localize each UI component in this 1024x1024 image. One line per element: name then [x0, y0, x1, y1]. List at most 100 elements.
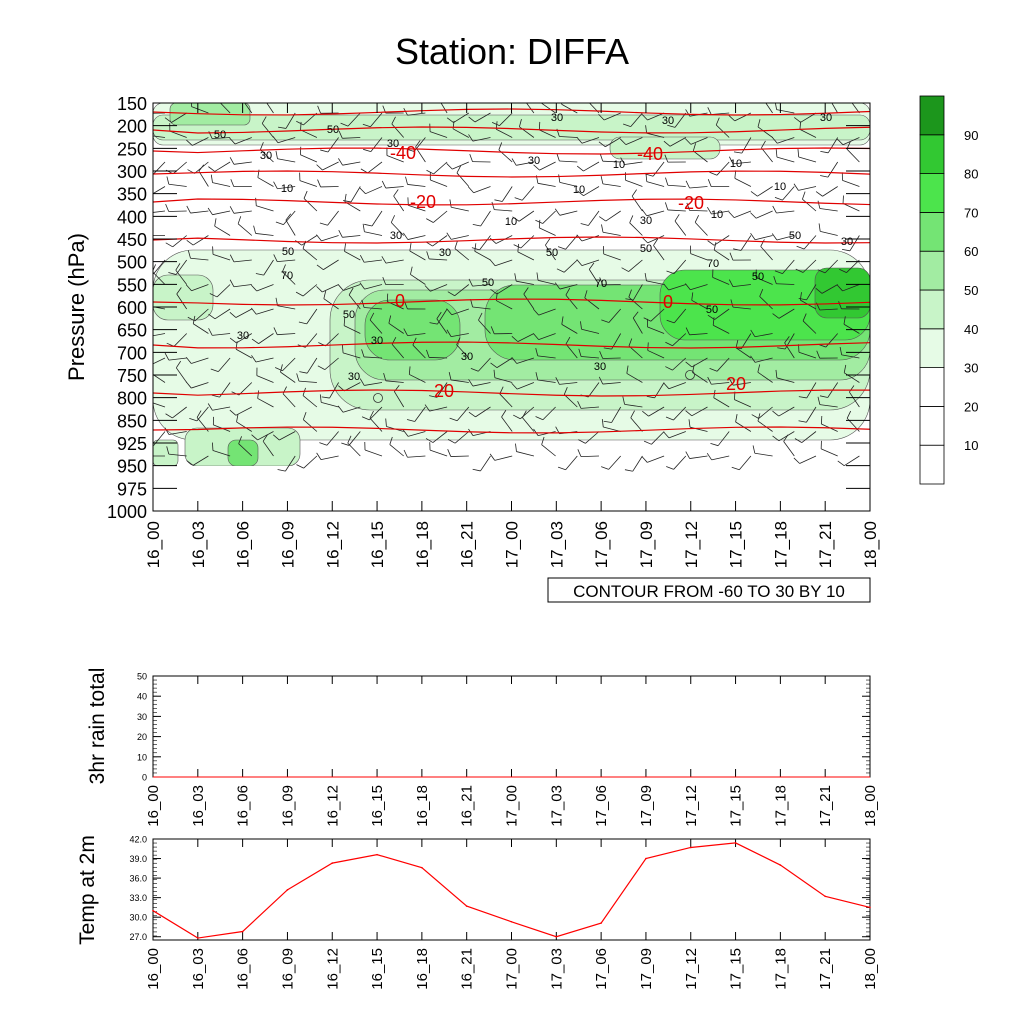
temperature-contour-line [153, 126, 870, 134]
wind-barb [344, 251, 361, 261]
wind-barb-flag [819, 395, 828, 398]
wind-barb [523, 293, 535, 310]
footnote-box [547, 577, 871, 603]
wind-barb-flag [775, 149, 778, 158]
wind-barb-flag [799, 121, 802, 130]
wind-barb-flag [794, 117, 801, 123]
wind-barb-flag [751, 414, 759, 419]
wind-barb-flag [664, 154, 669, 163]
wind-barb-flag [715, 117, 720, 126]
wind-barb [235, 406, 252, 416]
wind-barb [391, 343, 405, 359]
wind-barb [456, 344, 470, 359]
x-tick-label: 16_12 [324, 785, 341, 827]
time-tick-label: 16_18 [413, 521, 432, 568]
wind-barb-flag [535, 416, 544, 421]
wind-barb [456, 172, 470, 187]
wind-barb-flag [647, 342, 649, 351]
wind-barb-flag [251, 355, 257, 363]
rain-axes: 0 10 20 30 40 50 16_00 16_03 16_06 16_09 16_12 16_1… [137, 672, 879, 827]
humidity-contour-label: 30 [820, 112, 832, 124]
wind-barb-flag [624, 469, 633, 472]
wind-barb [494, 455, 513, 461]
wind-barb-flag [685, 410, 693, 417]
wind-barb [581, 259, 600, 267]
wind-barb [153, 402, 166, 408]
wind-barb [783, 441, 795, 457]
wind-barb-flag [772, 205, 777, 214]
humidity-region [153, 274, 214, 321]
wind-barb-flag [186, 460, 194, 466]
wind-barb-flag [494, 199, 503, 202]
wind-barb [496, 300, 513, 310]
wind-barb-flag [166, 176, 170, 185]
wind-barb [776, 210, 795, 214]
wind-barb-flag [316, 264, 324, 270]
wind-barb [364, 449, 383, 457]
wind-barb [827, 137, 839, 154]
wind-barb-flag [775, 369, 778, 378]
wind-barb [842, 179, 860, 187]
wind-barb-flag [514, 273, 517, 282]
wind-barb-flag [403, 449, 408, 458]
wind-barb [369, 319, 383, 334]
x-tick-label: 16_00 [145, 785, 162, 827]
wind-barb-flag [849, 92, 853, 99]
wind-barb-flag [601, 224, 604, 233]
wind-barb [407, 235, 426, 240]
wind-barb [821, 284, 838, 294]
wind-barb-flag [176, 287, 182, 295]
wind-barb [173, 333, 187, 347]
wind-barb-flag [576, 234, 583, 242]
wind-barb [394, 391, 405, 408]
wind-barb [776, 235, 795, 241]
wind-barb [542, 210, 556, 224]
wind-barb-flag [255, 197, 257, 206]
wind-barb-flag [153, 273, 154, 275]
wind-barb [802, 320, 817, 334]
wind-barb [561, 103, 578, 114]
wind-barb-flag [794, 438, 803, 443]
calm-wind-circle [685, 370, 695, 380]
wind-barb-flag [261, 116, 267, 124]
wind-barb [322, 161, 339, 171]
wind-barb [300, 154, 318, 163]
wind-barb-flag [817, 396, 821, 405]
wind-barb-flag [709, 368, 718, 372]
wind-barb [277, 259, 296, 263]
x-tick-label: 16_18 [414, 785, 431, 827]
pressure-tick-label: 975 [117, 479, 147, 499]
wind-barb [369, 406, 383, 421]
wind-barb [495, 259, 513, 267]
wind-barb-flag [665, 177, 669, 186]
wind-barb-flag [257, 390, 260, 399]
wind-barb [711, 210, 730, 215]
wind-barb [842, 137, 860, 146]
wind-barb-flag [321, 396, 330, 399]
wind-barb-flag [388, 315, 392, 324]
colorbar-label: 50 [964, 283, 978, 298]
wind-barb-flag [316, 164, 323, 171]
wind-barb [537, 280, 556, 285]
wind-barb [342, 137, 361, 139]
x-tick-label: 17_03 [548, 785, 565, 827]
wind-barb [537, 355, 556, 359]
time-tick-label: 17_12 [682, 521, 701, 568]
wind-barb-flag [429, 395, 438, 398]
wind-barb [844, 372, 860, 383]
wind-barb-flag [628, 289, 632, 298]
wind-barb [305, 333, 318, 348]
wind-barb-flag [558, 174, 561, 183]
wind-barb-flag [685, 327, 690, 335]
temperature-point [241, 930, 244, 933]
wind-barb-flag [150, 365, 152, 373]
wind-barb-flag [533, 308, 539, 316]
wind-barb-flag [317, 365, 326, 370]
wind-barb-flag [632, 311, 639, 319]
wind-barb [691, 299, 708, 310]
wind-barb-flag [707, 107, 712, 115]
wind-barb [389, 444, 404, 457]
wind-barb-flag [359, 282, 365, 290]
wind-barb-flag [815, 288, 823, 294]
wind-barb-flag [166, 446, 170, 455]
